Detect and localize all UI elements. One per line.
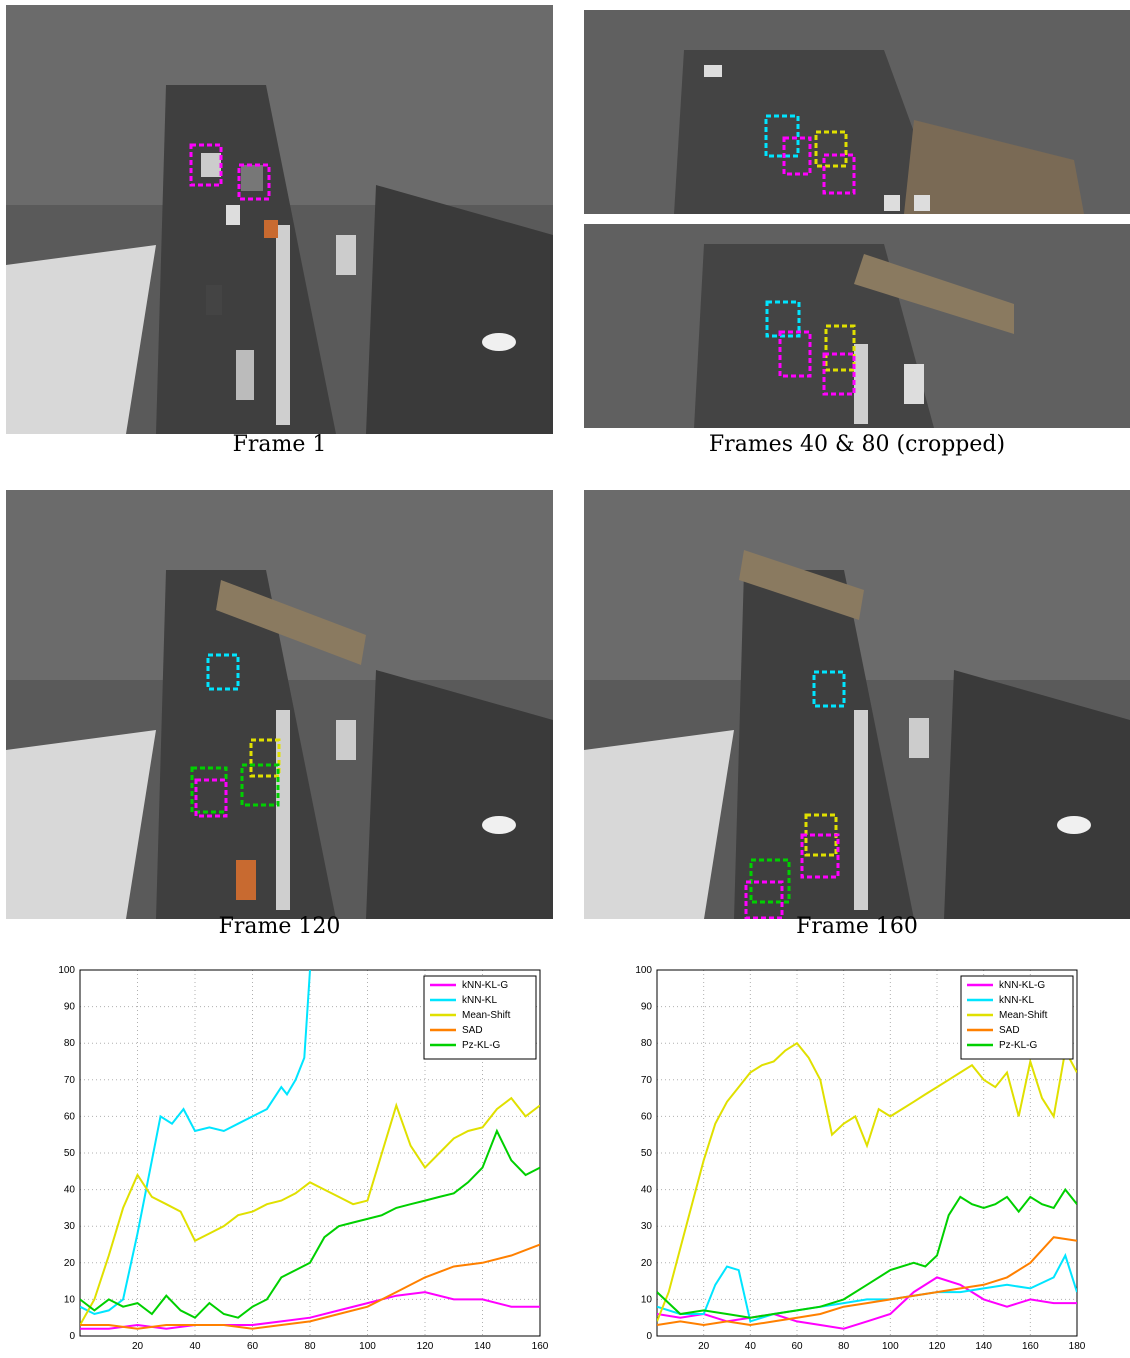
y-tick-label: 70 xyxy=(64,1075,76,1086)
error-plot-right-svg: 0 10 20 30 40 50 60 70 80 90 100 20 40 60 80 100 120 140 1… xyxy=(635,965,1086,1352)
tracker-box xyxy=(800,833,840,879)
x-tick-label: 40 xyxy=(745,1341,757,1352)
x-tick-label: 160 xyxy=(532,1341,549,1352)
legend-label: SAD xyxy=(999,1025,1020,1036)
y-tick-label: 80 xyxy=(64,1038,76,1049)
error-plot-left-svg: 0 10 20 30 40 50 60 70 80 90 100 20 40 60 80 100 120 140 1… xyxy=(58,965,549,1352)
x-tick-label: 140 xyxy=(474,1341,491,1352)
x-tick-label: 120 xyxy=(417,1341,434,1352)
series-line-knn-kl-g xyxy=(80,1291,540,1330)
y-tick-label: 50 xyxy=(64,1148,76,1159)
tracker-box xyxy=(744,880,784,919)
y-tick-label: 60 xyxy=(64,1111,76,1122)
y-tick-label: 40 xyxy=(64,1185,76,1196)
y-tick-label: 60 xyxy=(641,1111,653,1122)
x-tick-label: 20 xyxy=(132,1341,144,1352)
y-tick-label: 70 xyxy=(641,1075,653,1086)
y-tick-label: 40 xyxy=(641,1185,653,1196)
error-plot-left: 0 10 20 30 40 50 60 70 80 90 100 20 40 60 80 100 120 140 1… xyxy=(30,960,550,1355)
tracker-box xyxy=(824,324,856,372)
y-tick-label: 0 xyxy=(646,1331,652,1342)
tracker-box xyxy=(822,352,856,396)
series-line-mean-shift xyxy=(657,1041,1077,1322)
tracker-box xyxy=(778,330,812,378)
caption-frame-160: Frame 160 xyxy=(796,914,918,939)
tracker-box xyxy=(240,763,280,807)
x-tick-label: 120 xyxy=(929,1341,946,1352)
y-tick-label: 30 xyxy=(641,1221,653,1232)
plot-frame xyxy=(656,969,1078,1337)
x-tick-label: 140 xyxy=(975,1341,992,1352)
legend-label: SAD xyxy=(462,1025,483,1036)
x-tick-label: 100 xyxy=(359,1341,376,1352)
tracker-box xyxy=(764,114,800,158)
y-tick-label: 80 xyxy=(641,1038,653,1049)
y-tick-label: 20 xyxy=(641,1258,653,1269)
tracker-box xyxy=(765,300,801,338)
frame-120-image xyxy=(6,490,553,919)
legend-label: kNN-KL xyxy=(462,995,497,1006)
error-plot-right: 0 10 20 30 40 50 60 70 80 90 100 20 40 60 80 100 120 140 1… xyxy=(610,960,1110,1355)
caption-frame-1: Frame 1 xyxy=(232,432,327,457)
series-line-knn-kl xyxy=(657,1252,1077,1323)
y-tick-label: 50 xyxy=(641,1148,653,1159)
x-tick-label: 60 xyxy=(791,1341,803,1352)
x-tick-label: 20 xyxy=(698,1341,710,1352)
series-line-knn-kl xyxy=(80,970,311,1316)
y-tick-label: 10 xyxy=(641,1294,653,1305)
frame-40-image xyxy=(584,10,1130,214)
series-line-pz-kl-g xyxy=(657,1187,1077,1319)
y-tick-label: 30 xyxy=(64,1221,76,1232)
frame-80-image xyxy=(584,224,1130,428)
tracker-box xyxy=(189,143,223,187)
tracker-box xyxy=(194,778,228,818)
caption-frame-120: Frame 120 xyxy=(218,914,341,939)
legend-label: kNN-KL-G xyxy=(462,980,508,991)
x-tick-label: 180 xyxy=(1069,1341,1086,1352)
legend-label: Pz-KL-G xyxy=(999,1040,1038,1051)
x-tick-label: 160 xyxy=(1022,1341,1039,1352)
y-tick-label: 10 xyxy=(64,1294,76,1305)
y-tick-label: 90 xyxy=(64,1002,76,1013)
legend-label: kNN-KL-G xyxy=(999,980,1045,991)
legend-label: Mean-Shift xyxy=(462,1010,511,1021)
y-tick-label: 90 xyxy=(641,1002,653,1013)
y-tick-label: 0 xyxy=(69,1331,75,1342)
tracker-box xyxy=(822,153,856,195)
frame-1-image xyxy=(6,5,553,434)
x-tick-label: 80 xyxy=(304,1341,316,1352)
series-line-sad xyxy=(80,1243,540,1330)
tracker-box xyxy=(782,136,812,176)
legend-label: kNN-KL xyxy=(999,995,1034,1006)
frame-160-image xyxy=(584,490,1130,919)
legend-label: Mean-Shift xyxy=(999,1010,1048,1021)
y-tick-label: 100 xyxy=(635,965,652,976)
series-line-mean-shift xyxy=(80,1096,540,1326)
x-tick-label: 40 xyxy=(189,1341,201,1352)
series-line-sad xyxy=(657,1236,1077,1327)
y-tick-label: 20 xyxy=(64,1258,76,1269)
caption-frames-40-80: Frames 40 & 80 (cropped) xyxy=(708,432,1006,457)
x-tick-label: 100 xyxy=(882,1341,899,1352)
series-line-pz-kl-g xyxy=(80,1128,540,1319)
y-tick-label: 100 xyxy=(58,965,75,976)
x-tick-label: 60 xyxy=(247,1341,259,1352)
x-tick-label: 80 xyxy=(838,1341,850,1352)
legend-label: Pz-KL-G xyxy=(462,1040,501,1051)
